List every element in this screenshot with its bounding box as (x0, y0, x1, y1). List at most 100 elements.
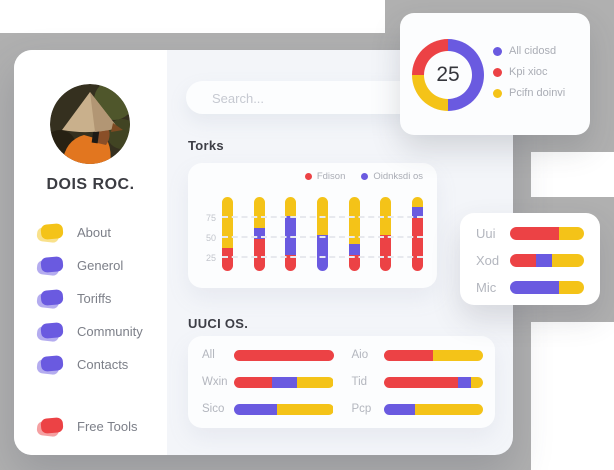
bar-segment (411, 207, 423, 218)
hbar-segment (471, 376, 483, 388)
hbar-segment (535, 253, 553, 267)
hbar-segment (234, 376, 272, 388)
torks-chart-card: Fdison Oidnksdi os 75 50 25 (188, 163, 437, 288)
torks-bar (285, 197, 297, 271)
bar-segment (316, 197, 328, 235)
blob-icon (36, 322, 64, 343)
hbar-segment (510, 253, 536, 267)
sidebar-item-toriffs[interactable]: Toriffs (36, 286, 160, 310)
bar-segment (411, 217, 423, 271)
bar-segment (285, 216, 297, 255)
gridline-50 (222, 236, 423, 238)
blob-icon (36, 256, 64, 277)
hbar-track (510, 226, 584, 240)
bar-segment (411, 197, 423, 208)
blob-icon-shape (40, 223, 64, 240)
hbar-segment (510, 280, 559, 294)
hbar-label: Wxin (202, 376, 228, 388)
sidebar-item-contacts[interactable]: Contacts (36, 352, 160, 376)
sidebar: DOIS ROC. About Generol Toriffs Community Co… (14, 50, 167, 455)
legend-label: Fdison (316, 171, 346, 182)
bar-segment (380, 197, 392, 235)
hbar-label: All (202, 349, 215, 361)
hbar-row-pcp: Pcp (352, 403, 484, 415)
hbar-segment (558, 280, 584, 294)
legend-label: Oidnksdi os (373, 171, 423, 182)
hbar-label: Uui (476, 225, 496, 241)
bar-segment (253, 197, 265, 229)
hbar-row-aio: Aio (352, 349, 483, 361)
sidebar-item-free-tools[interactable]: Free Tools (36, 414, 160, 438)
legend-label: All cidosd (509, 45, 557, 57)
hbar-row-uui: Uui (476, 225, 584, 241)
y-axis-tick-50: 50 (205, 233, 216, 243)
bar-segment (316, 234, 328, 271)
sidebar-item-label: Toriffs (77, 290, 112, 306)
uui-mini-rows: Uui Xod Mic (476, 225, 584, 295)
hbar-segment (510, 226, 559, 240)
sidebar-item-label: About (77, 224, 111, 240)
legend-label: Pcifn doinvi (509, 87, 566, 99)
legend-entry-fdison: Fdison (304, 171, 346, 182)
hbar-label: Mic (476, 279, 497, 295)
hbar-label: Xod (476, 252, 500, 268)
hbar-segment (234, 403, 277, 415)
bar-segment (348, 197, 360, 244)
torks-plot: 75 50 25 (206, 193, 423, 274)
blob-icon-shape (40, 355, 64, 372)
hbar-segment (271, 376, 297, 388)
hbar-row-mic: Mic (476, 279, 584, 295)
donut-center-value: 25 (424, 51, 472, 99)
hbar-row-all: All (202, 349, 334, 361)
hbar-segment (552, 253, 584, 267)
gridline-25 (222, 256, 423, 258)
torks-bar (253, 197, 265, 271)
hbar-row-tid: Tid (352, 376, 484, 388)
uuci-os-chart-card: All Wxin Sico Aio Tid Pcp (188, 336, 495, 428)
sidebar-item-label: Free Tools (77, 418, 138, 434)
blob-icon-shape (40, 289, 64, 306)
sidebar-item-label: Generol (77, 257, 124, 273)
hbar-track (383, 349, 483, 361)
sidebar-item-about[interactable]: About (36, 220, 160, 244)
sidebar-item-community[interactable]: Community (36, 319, 160, 343)
hbar-track (234, 376, 334, 388)
blob-icon (36, 417, 64, 438)
bar-segment (222, 197, 233, 249)
uuci-os-grid: All Wxin Sico Aio Tid Pcp (202, 349, 483, 415)
hbar-segment (383, 403, 416, 415)
torks-bars (222, 197, 423, 271)
legend-entry-all-cidosd: All cidosd (493, 45, 565, 57)
hbar-row-wxin: Wxin (202, 376, 334, 388)
torks-bar (380, 197, 392, 271)
avatar[interactable] (50, 84, 130, 164)
legend-entry-oidnksdi-os: Oidnksdi os (361, 171, 423, 182)
torks-bar (348, 197, 360, 271)
blob-icon (36, 223, 64, 244)
section-title-uuci-os: UUCI OS. (188, 316, 249, 331)
legend-dot (304, 173, 312, 180)
hbar-label: Pcp (351, 403, 372, 415)
hbar-track (510, 280, 584, 294)
bar-segment (222, 248, 233, 271)
avatar-photo-illustration (50, 84, 130, 164)
legend-dot (493, 88, 502, 98)
legend-dot (493, 67, 502, 77)
donut-legend: All cidosd Kpi xioc Pcifn doinvi (493, 45, 565, 99)
uuci-os-column-left: All Wxin Sico (202, 349, 334, 415)
blob-icon-shape (40, 256, 64, 273)
blob-icon-shape (40, 417, 64, 434)
legend-entry-pcifn-doinvi: Pcifn doinvi (493, 87, 565, 99)
blob-icon (36, 289, 64, 310)
hbar-segment (276, 403, 334, 415)
sidebar-menu: About Generol Toriffs Community Contacts (36, 220, 160, 385)
gridline-75 (222, 216, 423, 218)
legend-dot (361, 173, 369, 180)
section-title-torks: Torks (188, 138, 224, 153)
hbar-track (234, 403, 334, 415)
hbar-row-xod: Xod (476, 252, 584, 268)
torks-bar (411, 197, 423, 271)
hbar-segment (415, 403, 483, 415)
sidebar-item-generol[interactable]: Generol (36, 253, 160, 277)
bar-segment (285, 197, 297, 217)
